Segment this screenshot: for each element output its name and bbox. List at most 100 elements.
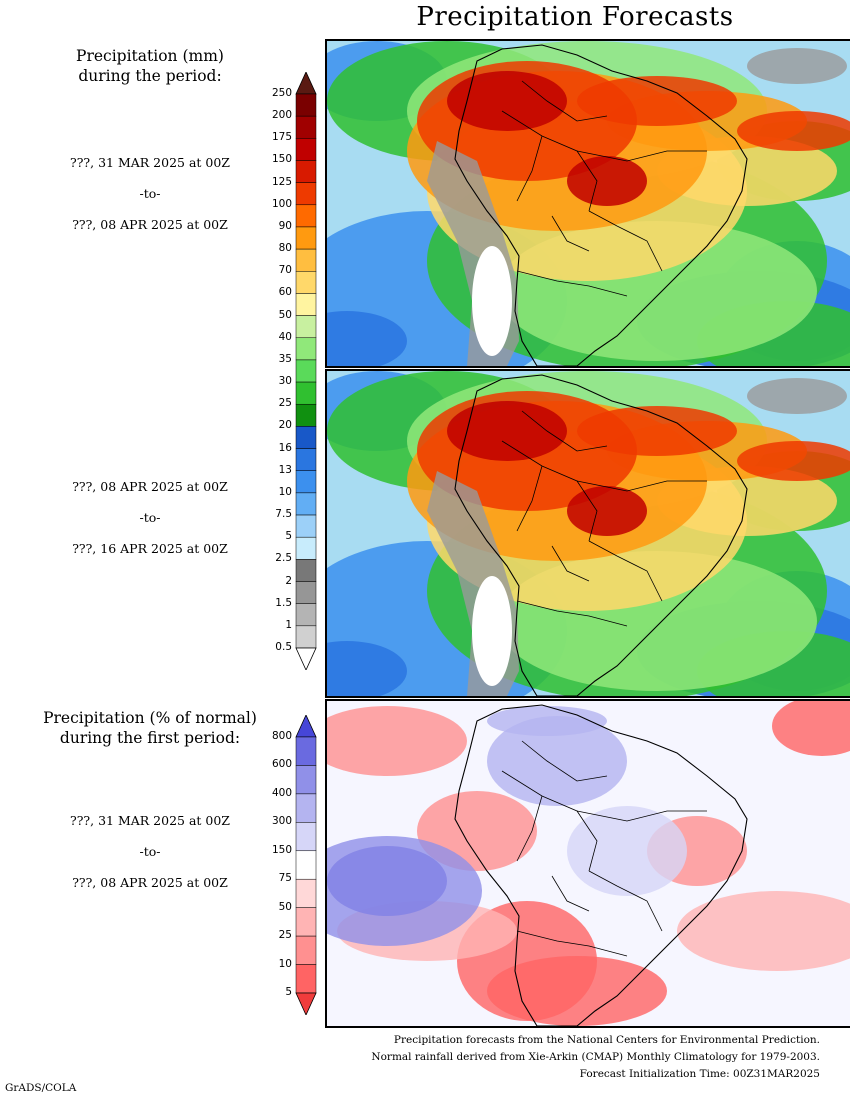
period2-to: ???, 16 APR 2025 at 00Z: [72, 541, 228, 556]
mm-color-block: [295, 337, 317, 361]
country-border: [576, 480, 707, 492]
coastline: [454, 704, 748, 1026]
precip-contour: [567, 486, 647, 536]
pct-color-block: [295, 822, 317, 852]
mm-color-block: [295, 559, 317, 582]
pct-period-sep: -to-: [139, 844, 161, 859]
mm-color-block: [295, 426, 317, 449]
precip-contour: [737, 441, 850, 481]
mm-color-block: [295, 581, 317, 604]
period1-dates: ???, 31 MAR 2025 at 00Z -to- ???, 08 APR…: [40, 155, 260, 248]
mm-color-block: [295, 448, 317, 471]
period2-from: ???, 08 APR 2025 at 00Z: [72, 479, 228, 494]
period1-to: ???, 08 APR 2025 at 00Z: [72, 217, 228, 232]
credit-line1: Precipitation forecasts from the Nationa…: [393, 1034, 820, 1046]
mm-color-block: [295, 470, 317, 494]
mm-tick-label: 30: [278, 375, 292, 388]
mm-tick-label: 60: [278, 286, 292, 299]
mm-color-block: [295, 492, 317, 516]
mm-top-cap: [295, 72, 317, 95]
precip-contour: [327, 641, 407, 696]
precip-contour: [577, 76, 737, 126]
country-border: [588, 870, 663, 932]
pct-bottom-cap: [295, 992, 317, 1015]
mm-color-block: [295, 182, 317, 206]
coastline: [454, 44, 748, 366]
country-border: [516, 600, 628, 627]
pct-color-block: [295, 907, 317, 937]
country-border: [551, 545, 590, 582]
pct-tick-label: 25: [278, 929, 292, 942]
grads-tag: GrADS/COLA: [5, 1082, 77, 1094]
mm-color-block: [295, 536, 317, 560]
pct-tick-label: 600: [271, 758, 292, 771]
pct-color-block: [295, 765, 317, 795]
mm-tick-label: 80: [278, 242, 292, 255]
country-border: [521, 740, 608, 782]
mm-color-block: [295, 160, 317, 183]
andes-dry-core: [472, 576, 512, 686]
mm-tick-label: 20: [278, 419, 292, 432]
credit-line2: Normal rainfall derived from Xie-Arkin (…: [371, 1051, 820, 1063]
mm-tick-label: 13: [278, 463, 292, 476]
mm-color-block: [295, 248, 317, 272]
pct-heading-line2: during the first period:: [59, 729, 241, 747]
period2-dates: ???, 08 APR 2025 at 00Z -to- ???, 16 APR…: [40, 479, 260, 572]
mm-color-block: [295, 293, 317, 316]
mm-color-block: [295, 403, 317, 427]
pct-tick-label: 400: [271, 786, 292, 799]
pct-color-block: [295, 850, 317, 880]
mm-color-block: [295, 514, 317, 538]
precip-contour: [577, 406, 737, 456]
pct-tick-label: 75: [278, 872, 292, 885]
mm-tick-label: 100: [271, 197, 292, 210]
mm-bottom-cap: [295, 647, 317, 670]
forecast-map-period2: [325, 369, 850, 698]
page-title: Precipitation Forecasts: [416, 2, 734, 32]
pct-heading: Precipitation (% of normal) during the f…: [20, 708, 280, 748]
mm-color-block: [295, 93, 317, 117]
mm-heading: Precipitation (mm) during the period:: [20, 46, 280, 86]
country-border: [516, 270, 628, 297]
mm-tick-label: 16: [278, 441, 292, 454]
country-border: [588, 210, 663, 272]
country-border: [516, 795, 543, 862]
pct-period-to: ???, 08 APR 2025 at 00Z: [72, 875, 228, 890]
mm-tick-label: 35: [278, 352, 292, 365]
country-border: [516, 135, 543, 202]
anomaly-contour: [327, 706, 467, 776]
country-border: [521, 80, 608, 122]
pct-tick-label: 50: [278, 900, 292, 913]
country-border: [516, 465, 543, 532]
mm-tick-label: 1.5: [275, 596, 292, 609]
pct-colorbar: 800 600 400 300 150 75 50 25 10 5: [262, 715, 322, 1015]
mm-color-block: [295, 315, 317, 339]
pct-tick-label: 150: [271, 843, 292, 856]
mm-tick-label: 1: [285, 618, 292, 631]
country-border: [551, 875, 590, 912]
mm-tick-label: 2: [285, 574, 292, 587]
mm-tick-label: 50: [278, 308, 292, 321]
dry-patch: [747, 48, 847, 84]
anomaly-contour: [487, 706, 607, 736]
percent-normal-map: [325, 699, 850, 1028]
mm-tick-label: 125: [271, 175, 292, 188]
pct-color-block: [295, 964, 317, 994]
mm-tick-label: 90: [278, 219, 292, 232]
period1-sep: -to-: [139, 186, 161, 201]
mm-tick-label: 175: [271, 131, 292, 144]
period2-sep: -to-: [139, 510, 161, 525]
anomaly-contour: [327, 836, 482, 946]
mm-tick-label: 0.5: [275, 641, 292, 653]
mm-color-block: [295, 138, 317, 161]
pct-period-dates: ???, 31 MAR 2025 at 00Z -to- ???, 08 APR…: [40, 813, 260, 906]
precip-contour: [327, 311, 407, 366]
mm-tick-label: 2.5: [275, 552, 292, 565]
coastline: [454, 374, 748, 696]
anomaly-contour: [772, 701, 850, 756]
andes-dry-core: [472, 246, 512, 356]
country-border: [521, 410, 608, 452]
country-border: [576, 150, 707, 162]
anomaly-contour: [567, 806, 687, 896]
country-border: [516, 930, 628, 957]
